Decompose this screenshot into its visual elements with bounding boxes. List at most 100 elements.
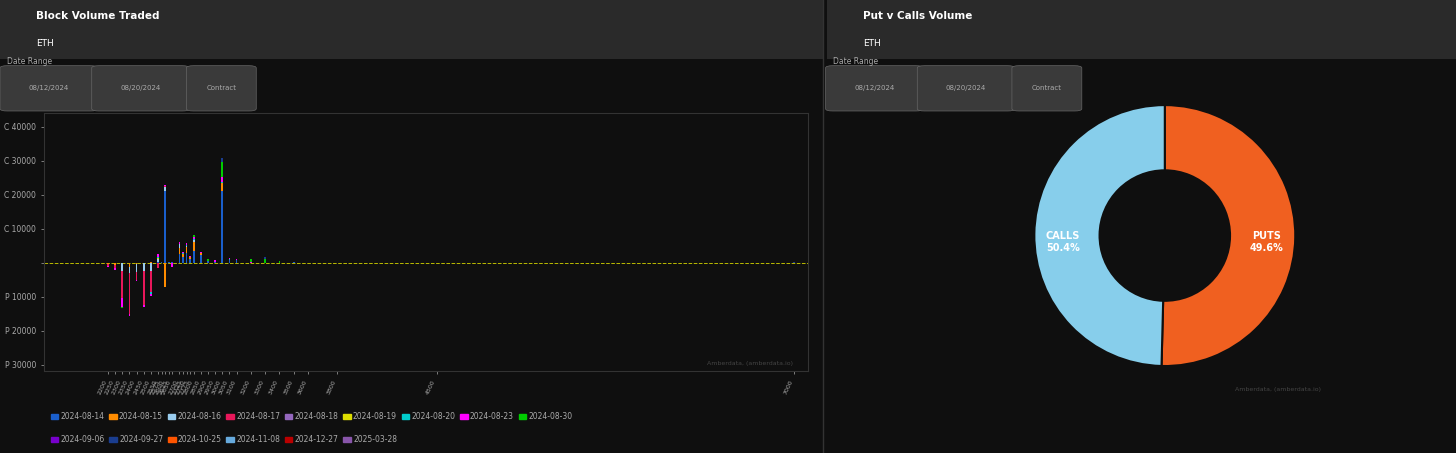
Bar — [157, 254, 159, 257]
Bar — [165, 185, 166, 186]
Bar — [250, 262, 252, 263]
Bar — [167, 262, 169, 263]
Bar — [192, 235, 195, 236]
Bar — [182, 252, 183, 253]
Bar — [143, 263, 144, 271]
Bar — [192, 236, 195, 239]
Bar — [221, 162, 223, 178]
Text: PUTS
49.6%: PUTS 49.6% — [1249, 231, 1283, 253]
Bar — [265, 259, 266, 263]
Text: ETH: ETH — [36, 39, 54, 48]
Bar — [207, 259, 208, 260]
Bar — [108, 266, 109, 267]
Bar — [278, 260, 281, 263]
Bar — [165, 191, 166, 263]
Bar — [192, 251, 195, 263]
Bar — [199, 255, 202, 263]
Bar — [128, 267, 130, 273]
Bar — [293, 262, 294, 263]
Wedge shape — [1034, 105, 1165, 366]
Bar — [157, 258, 159, 259]
Bar — [794, 262, 795, 263]
Text: Contract: Contract — [1032, 85, 1061, 92]
Bar — [121, 271, 124, 299]
Bar — [135, 263, 137, 264]
Bar — [182, 256, 183, 263]
Bar — [165, 263, 166, 286]
Bar — [221, 191, 223, 263]
Bar — [114, 268, 116, 270]
Bar — [143, 305, 144, 307]
Bar — [229, 258, 230, 259]
Text: 08/20/2024: 08/20/2024 — [946, 85, 986, 92]
Bar — [135, 271, 137, 280]
Bar — [157, 262, 159, 263]
Bar — [199, 252, 202, 253]
Bar — [229, 260, 230, 263]
Text: Date Range: Date Range — [7, 57, 52, 66]
Bar — [160, 261, 163, 262]
Bar — [186, 245, 188, 246]
Bar — [221, 182, 223, 183]
Bar — [135, 280, 137, 281]
Bar — [157, 263, 159, 268]
Text: Amberdata, (amberdata.io): Amberdata, (amberdata.io) — [706, 361, 794, 366]
Bar — [150, 294, 151, 296]
Text: CALLS
50.4%: CALLS 50.4% — [1045, 231, 1080, 253]
Wedge shape — [1162, 105, 1296, 366]
Bar — [236, 260, 237, 263]
Bar — [128, 313, 130, 316]
Bar — [214, 262, 215, 263]
Bar — [114, 263, 116, 265]
Bar — [121, 263, 124, 271]
Text: ETH: ETH — [863, 39, 881, 48]
Bar — [186, 243, 188, 245]
Text: Contract: Contract — [207, 85, 236, 92]
Bar — [179, 244, 181, 248]
Bar — [157, 257, 159, 258]
Text: Amberdata, (amberdata.io): Amberdata, (amberdata.io) — [1235, 387, 1322, 392]
Bar — [189, 256, 191, 259]
Bar — [199, 253, 202, 255]
Bar — [135, 264, 137, 271]
Text: 08/20/2024: 08/20/2024 — [121, 85, 160, 92]
Bar — [160, 262, 163, 263]
Bar — [128, 273, 130, 313]
Bar — [121, 307, 124, 308]
Bar — [150, 262, 151, 263]
Bar — [192, 242, 195, 251]
Text: Block Volume Traded: Block Volume Traded — [36, 11, 160, 21]
Bar — [221, 178, 223, 182]
Bar — [165, 186, 166, 187]
Bar — [186, 247, 188, 253]
Bar — [179, 242, 181, 244]
Bar — [207, 260, 208, 261]
Bar — [229, 259, 230, 260]
Bar — [214, 260, 215, 262]
Bar — [179, 254, 181, 263]
Bar — [121, 299, 124, 307]
Bar — [150, 271, 151, 292]
Bar — [165, 188, 166, 191]
Text: Date Range: Date Range — [833, 57, 878, 66]
Bar — [221, 158, 223, 162]
Bar — [250, 259, 252, 262]
Bar — [182, 253, 183, 254]
Bar — [265, 257, 266, 259]
Bar — [179, 248, 181, 254]
Bar — [128, 263, 130, 267]
Bar — [207, 261, 208, 263]
Legend: 2024-09-06, 2024-09-27, 2024-10-25, 2024-11-08, 2024-12-27, 2025-03-28: 2024-09-06, 2024-09-27, 2024-10-25, 2024… — [48, 432, 400, 447]
Bar — [172, 263, 173, 267]
Bar — [192, 240, 195, 242]
Bar — [186, 246, 188, 247]
Bar — [172, 262, 173, 263]
Bar — [236, 259, 237, 260]
Bar — [114, 265, 116, 268]
Bar — [143, 271, 144, 305]
Legend: 2024-08-14, 2024-08-15, 2024-08-16, 2024-08-17, 2024-08-18, 2024-08-19, 2024-08-: 2024-08-14, 2024-08-15, 2024-08-16, 2024… — [48, 409, 575, 424]
Text: 08/12/2024: 08/12/2024 — [29, 85, 68, 92]
Text: Put v Calls Volume: Put v Calls Volume — [863, 11, 973, 21]
Bar — [150, 292, 151, 294]
Text: 08/12/2024: 08/12/2024 — [855, 85, 894, 92]
